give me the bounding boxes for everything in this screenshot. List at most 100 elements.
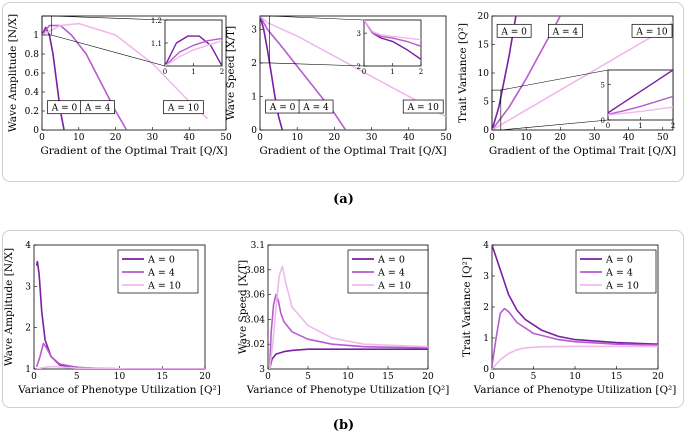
y-tick-label: 2 [251, 59, 257, 69]
x-tick-label: 5 [531, 372, 537, 382]
x-tick-label: 10 [73, 133, 85, 143]
series-line [260, 16, 284, 130]
series-label-box [298, 99, 334, 114]
inset-series-group [364, 20, 421, 60]
x-tick-label: 5 [305, 372, 311, 382]
y-tick-label: 1.1 [151, 40, 162, 48]
x-tick-label: 15 [611, 372, 623, 382]
series-group [35, 260, 205, 369]
x-tick-label: 10 [520, 133, 532, 143]
x-tick-label: 50 [657, 133, 669, 143]
zoom-connector [500, 69, 609, 91]
x-tick-label: 10 [114, 372, 126, 382]
x-tick-label: 40 [403, 133, 415, 143]
y-tick-label: 0 [601, 117, 605, 125]
series-label-box [80, 100, 115, 115]
y-tick-label: 0.2 [25, 107, 39, 117]
x-tick-label: 30 [589, 133, 601, 143]
series-line [608, 106, 673, 116]
x-tick-label: 15 [382, 372, 394, 382]
y-tick-label: 3 [357, 30, 361, 38]
legend-label: A = 0 [605, 255, 633, 266]
series-label-box [163, 100, 204, 115]
x-tick-label: 15 [157, 372, 169, 382]
x-tick-label: 20 [199, 372, 211, 382]
legend-label: A = 10 [605, 281, 639, 292]
x-tick-label: 2 [671, 122, 675, 130]
chart-b1: 0 5 10 15 20 1 2 3 4 Variance of Phenotype Utiliz… [3, 241, 221, 396]
y-axis-label: Trait Variance [Q²] [457, 23, 469, 123]
series-line [268, 348, 428, 369]
series-line [492, 345, 658, 369]
y-axis-label: Wave Speed [X/T] [225, 26, 237, 120]
x-tick-label: 0 [257, 133, 263, 143]
series-label-text: A = 0 [51, 104, 78, 114]
y-tick-label: 0.4 [25, 88, 40, 98]
x-tick-label: 20 [110, 133, 122, 143]
series-group [260, 16, 446, 130]
x-tick-label: 0 [489, 133, 495, 143]
zoom-region-box [491, 89, 502, 131]
x-tick-label: 0 [362, 68, 366, 76]
zoom-region-box [41, 15, 52, 36]
series-line [165, 40, 222, 66]
zoom-connector [51, 34, 166, 67]
y-tick-label: 2 [25, 324, 31, 334]
x-tick-label: 20 [652, 372, 664, 382]
series-label-text: A = 10 [167, 104, 199, 114]
series-line [608, 95, 673, 115]
series-line [36, 365, 205, 369]
series-label-text: A = 10 [407, 103, 439, 113]
x-tick-label: 1 [191, 68, 195, 76]
x-tick-label: 30 [366, 133, 378, 143]
series-line [165, 37, 222, 66]
series-group [492, 245, 658, 369]
zoom-connector [269, 62, 365, 67]
inset-a1: 0 1 2 1.1 1.2 [151, 17, 224, 76]
x-tick-label: 5 [74, 372, 80, 382]
series-line [260, 16, 446, 118]
legend-label: A = 4 [147, 268, 175, 279]
inset-series-group [608, 70, 673, 116]
series-label-text: A = 0 [500, 27, 527, 37]
x-tick-label: 50 [440, 133, 452, 143]
y-tick-label: 4 [25, 241, 31, 251]
x-tick-label: 1 [390, 68, 394, 76]
y-tick-label: 3 [483, 272, 489, 282]
legend-label: A = 0 [147, 255, 175, 266]
x-tick-label: 10 [342, 372, 354, 382]
series-line [260, 16, 347, 130]
x-tick-label: 0 [606, 122, 610, 130]
y-tick-label: 5 [483, 98, 489, 108]
y-tick-label: 0.8 [25, 50, 40, 60]
y-tick-label: 0 [251, 126, 257, 136]
x-tick-label: 50 [220, 133, 232, 143]
series-line [268, 293, 428, 369]
x-tick-label: 10 [569, 372, 581, 382]
series-line [492, 307, 658, 367]
y-tick-label: 2 [483, 303, 489, 313]
y-tick-label: 3.02 [245, 340, 265, 350]
inset-series-group [165, 35, 222, 66]
x-tick-label: 2 [419, 68, 423, 76]
y-tick-label: 3.06 [245, 291, 265, 301]
series-line [608, 70, 673, 114]
series-label-box [631, 23, 673, 38]
zoom-connector [500, 119, 609, 131]
y-axis-label: Wave Amplitude [N/X] [3, 248, 15, 366]
x-tick-label: 20 [555, 133, 567, 143]
y-tick-label: 0 [483, 365, 489, 375]
x-tick-label: 40 [623, 133, 635, 143]
y-tick-label: 1 [251, 92, 257, 102]
zoom-connector [51, 15, 166, 21]
y-axis-label: Trait Variance [Q²] [461, 257, 473, 357]
y-tick-label: 5 [601, 81, 605, 89]
x-tick-label: 20 [329, 133, 341, 143]
legend-label: A = 4 [605, 268, 633, 279]
y-tick-label: 1 [25, 365, 31, 375]
panel-label-a: (a) [333, 192, 354, 207]
y-tick-label: 3.04 [245, 315, 265, 325]
